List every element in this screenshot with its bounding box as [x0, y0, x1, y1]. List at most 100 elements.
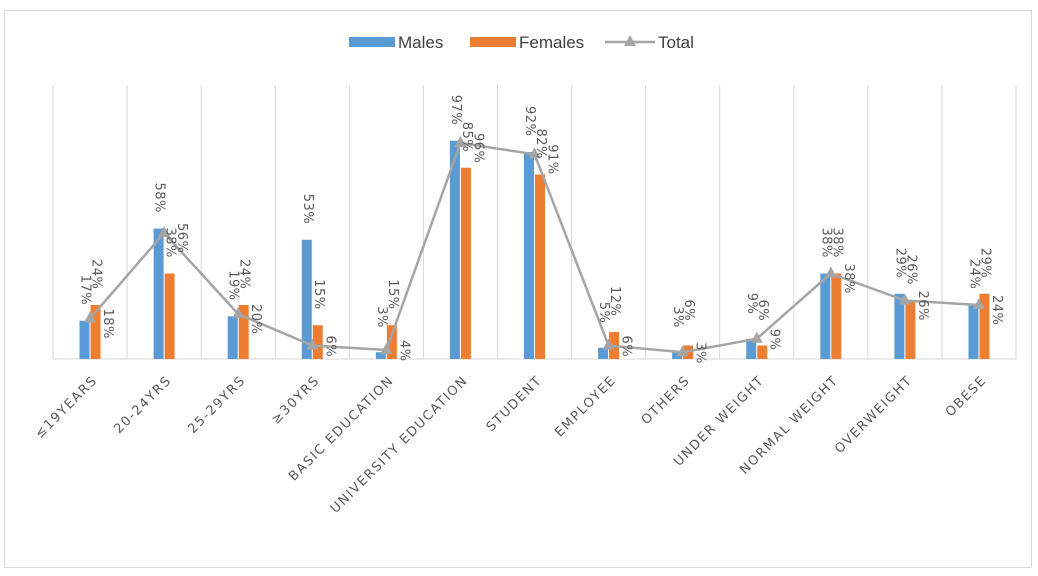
label-females-overweight: 26% [903, 255, 918, 285]
tick-label-30yrs: ≥30YRS [269, 373, 323, 427]
label-total-20-24yrs: 56% [174, 223, 189, 253]
label-females-basic-education: 15% [385, 279, 400, 309]
total-line [89, 141, 980, 354]
tick-label-20-24yrs: 20-24YRS [111, 373, 175, 437]
tick-label-employee: EMPLOYEE [552, 373, 619, 440]
label-males-student: 92% [522, 106, 537, 136]
label-females-20-24yrs: 38% [163, 228, 178, 258]
label-total-university-education: 96% [470, 133, 485, 163]
bar-males-20-24yrs [153, 228, 164, 359]
marker-total-obese [972, 298, 985, 309]
label-total-25-29yrs: 20% [248, 304, 263, 334]
bar-females-normal-weight [831, 273, 842, 359]
marker-total-university-education [454, 136, 467, 147]
gridlines [52, 85, 1017, 359]
label-females-19years: 24% [89, 259, 104, 289]
label-males-25-29yrs: 19% [226, 270, 241, 300]
marker-total-others [676, 345, 689, 357]
label-females-university-education: 85% [459, 122, 474, 152]
label-females-obese: 29% [977, 248, 992, 278]
bar-females-20-24yrs [164, 273, 175, 359]
bar-males-university-education [449, 140, 460, 359]
label-males-19years: 17% [78, 275, 93, 305]
marker-total-employee [602, 338, 615, 350]
label-males-others: 3% [670, 306, 685, 328]
legend-label-females: Females [519, 33, 584, 52]
marker-total-20-24yrs [158, 226, 171, 237]
marker-total-25-29yrs [232, 307, 245, 318]
label-total-basic-education: 4% [396, 340, 411, 362]
bar-females-student [535, 174, 545, 359]
label-total-normal-weight: 38% [841, 264, 856, 294]
label-males-normal-weight: 38% [818, 228, 833, 258]
label-total-19years: 18% [100, 309, 115, 339]
legend-label-total: Total [658, 33, 694, 52]
bar-males-employee [598, 347, 609, 359]
label-males-under-weight: 9% [744, 293, 759, 315]
legend-swatch-females [470, 37, 516, 47]
label-females-employee: 12% [607, 286, 622, 316]
label-males-overweight: 29% [892, 248, 907, 278]
bar-females-19years [90, 305, 101, 359]
tick-label-others: OTHERS [639, 373, 694, 428]
marker-total-basic-education [380, 343, 393, 354]
bar-males-overweight [894, 293, 905, 359]
tick-label-overweight: OVERWEIGHT [832, 373, 916, 457]
label-total-obese: 24% [989, 295, 1004, 325]
bar-males-normal-weight [820, 273, 831, 359]
marker-total-overweight [898, 293, 911, 305]
bar-males-student [524, 152, 534, 359]
legend: Males Females Total [349, 33, 694, 52]
label-females-30yrs: 15% [311, 279, 326, 309]
label-males-university-education: 97% [448, 95, 463, 125]
data-labels: 17%24%18%58%38%56%19%24%20%53%15%6%3%15%… [78, 95, 1004, 364]
label-total-overweight: 26% [915, 291, 930, 321]
label-males-employee: 5% [596, 302, 611, 324]
bar-series [79, 140, 990, 359]
bar-females-obese [979, 293, 990, 359]
label-total-others: 3% [693, 342, 708, 364]
label-total-student: 91% [545, 144, 560, 174]
label-females-under-weight: 6% [755, 300, 770, 322]
label-males-basic-education: 3% [374, 306, 389, 328]
label-females-others: 6% [681, 300, 696, 322]
label-total-under-weight: 9% [767, 329, 782, 351]
chart-frame [4, 10, 1032, 568]
total-line-series [84, 136, 985, 357]
label-males-obese: 24% [966, 259, 981, 289]
tick-label-25-29yrs: 25-29YRS [185, 373, 249, 437]
marker-total-student [528, 147, 541, 159]
label-females-25-29yrs: 24% [237, 259, 252, 289]
tick-label-obese: OBESE [943, 373, 990, 420]
bar-females-university-education [460, 167, 471, 359]
tick-label-university-education: UNIVERSITY EDUCATION [328, 373, 471, 516]
label-females-normal-weight: 38% [829, 228, 844, 258]
marker-total-30yrs [306, 338, 319, 350]
bar-males-basic-education [375, 352, 386, 359]
bar-males-obese [968, 305, 979, 359]
legend-swatch-males [349, 37, 395, 47]
bar-males-25-29yrs [227, 316, 238, 359]
marker-total-normal-weight [824, 266, 837, 278]
marker-total-19years [84, 311, 97, 323]
tick-label-19years: ≤19YEARS [32, 373, 100, 441]
label-total-employee: 6% [619, 336, 634, 358]
bar-females-under-weight [757, 345, 768, 359]
label-total-30yrs: 6% [322, 336, 337, 358]
bar-males-under-weight [746, 338, 757, 359]
label-males-20-24yrs: 58% [152, 183, 167, 213]
tick-label-student: STUDENT [484, 373, 546, 435]
bar-females-overweight [905, 300, 916, 359]
marker-total-under-weight [750, 331, 763, 343]
bar-males-19years [79, 320, 90, 359]
legend-label-males: Males [398, 33, 443, 52]
label-males-30yrs: 53% [300, 194, 315, 224]
bar-females-30yrs [312, 325, 323, 359]
label-females-student: 82% [533, 129, 548, 159]
legend-marker-total [624, 35, 636, 46]
bar-females-25-29yrs [238, 305, 249, 359]
bar-females-basic-education [386, 325, 397, 359]
bar-males-30yrs [301, 239, 312, 359]
